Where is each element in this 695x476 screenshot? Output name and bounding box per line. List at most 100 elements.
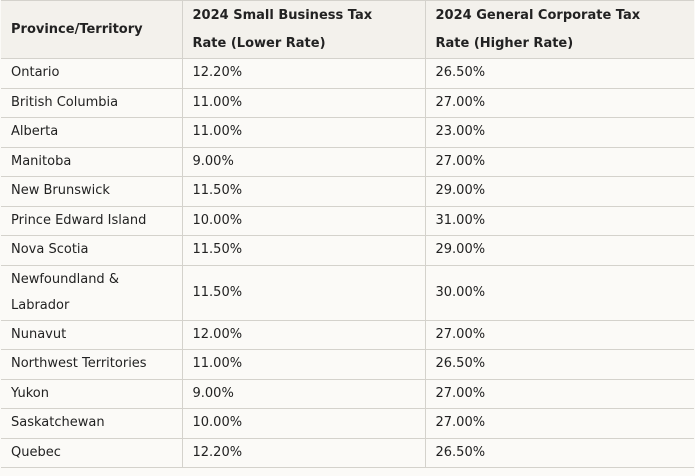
header-cell: Province/Territory [1,0,183,59]
cell-text: 10.00% [192,212,243,228]
cell-text: Newfoundland & Labrador [11,271,119,313]
table-cell: 12.20% [181,437,426,468]
table-row: Yukon 9.00% 27.00% [1,378,694,409]
table-cell: New Brunswick [1,176,183,207]
cell-text: Yukon [11,385,49,401]
table-cell: British Columbia [1,87,183,118]
table-cell: 12.00% [181,319,426,350]
cell-text: Prince Edward Island [11,212,147,228]
table-row: Northwest Territories 11.00% 26.50% [1,349,694,380]
cell-text: Alberta [11,124,59,140]
table-header: Province/Territory 2024 Small Business Ta… [1,0,694,59]
table-row: Saskatchewan 10.00% 27.00% [1,408,694,439]
table-row: Prince Edward Island 10.00% 31.00% [1,205,694,236]
cell-text: 26.50% [435,356,486,372]
cell-text: 26.50% [435,65,486,81]
table-row: Ontario 12.20% 26.50% [1,58,694,89]
cell-text: 27.00% [435,415,486,431]
cell-text: 11.50% [192,183,243,199]
cell-text: 27.00% [435,153,486,169]
table-cell: Northwest Territories [1,349,183,380]
cell-text: 30.00% [435,284,486,300]
cell-text: 12.20% [192,444,243,460]
cell-text: 9.00% [192,385,234,401]
cell-text: 12.20% [192,65,243,81]
cell-text: 9.00% [192,153,234,169]
table-cell: 9.00% [181,378,426,409]
cell-text: 11.00% [192,356,243,372]
table-cell: 27.00% [424,87,694,118]
cell-text: 2024 General Corporate Tax Rate (Higher … [435,7,641,51]
table-cell: 11.50% [181,176,426,207]
table-cell: 31.00% [424,205,694,236]
table-row: Nova Scotia 11.50% 29.00% [1,235,694,266]
table-cell: 23.00% [424,117,694,148]
cell-text: New Brunswick [11,183,110,199]
table-cell: 26.50% [424,58,694,89]
table-row: Quebec 12.20% 26.50% [1,437,694,468]
table-cell: 27.00% [424,378,694,409]
table-row: Alberta 11.00% 23.00% [1,117,694,148]
table-cell: 12.20% [181,58,426,89]
table-cell: 29.00% [424,235,694,266]
cell-text: 31.00% [435,212,486,228]
header-row: Province/Territory 2024 Small Business Ta… [1,0,694,59]
cell-text: Ontario [11,65,60,81]
cell-text: Saskatchewan [11,415,105,431]
cell-text: 29.00% [435,242,486,258]
table-cell: 11.00% [181,117,426,148]
cell-text: Nova Scotia [11,242,89,258]
table-row: Nunavut 12.00% 27.00% [1,319,694,350]
table-cell: Newfoundland & Labrador [1,264,183,321]
table-cell: 10.00% [181,408,426,439]
table-cell: 11.50% [181,235,426,266]
cell-text: Quebec [11,444,61,460]
table-cell: Saskatchewan [1,408,183,439]
cell-text: Nunavut [11,326,67,342]
table-cell: Yukon [1,378,183,409]
table-cell: 11.00% [181,349,426,380]
header-cell: 2024 General Corporate Tax Rate (Higher … [424,0,694,59]
cell-text: 2024 Small Business Tax Rate (Lower Rate… [192,7,373,51]
table-cell: Quebec [1,437,183,468]
table-cell: 26.50% [424,349,694,380]
cell-text: 27.00% [435,94,486,110]
table-cell: 10.00% [181,205,426,236]
cell-text: 10.00% [192,415,243,431]
table-row: Manitoba 9.00% 27.00% [1,146,694,177]
table-cell: 29.00% [424,176,694,207]
table-cell: 27.00% [424,408,694,439]
table-cell: 9.00% [181,146,426,177]
table-cell: 11.00% [181,87,426,118]
header-cell: 2024 Small Business Tax Rate (Lower Rate… [181,0,426,59]
cell-text: Northwest Territories [11,356,147,372]
cell-text: 11.00% [192,124,243,140]
cell-text: British Columbia [11,94,119,110]
table-cell: Alberta [1,117,183,148]
table-body: Ontario 12.20% 26.50% British Columbia 11.00… [1,58,694,468]
table-cell: 27.00% [424,319,694,350]
table-cell: 27.00% [424,146,694,177]
table-cell: Nunavut [1,319,183,350]
table-cell: Prince Edward Island [1,205,183,236]
cell-text: 23.00% [435,124,486,140]
table-row: Newfoundland & Labrador 11.50% 30.00% [1,264,694,321]
cell-text: 11.50% [192,284,243,300]
table-cell: 30.00% [424,264,694,321]
cell-text: 27.00% [435,385,486,401]
cell-text: 29.00% [435,183,486,199]
table-cell: 26.50% [424,437,694,468]
table-cell: Nova Scotia [1,235,183,266]
table-row: New Brunswick 11.50% 29.00% [1,176,694,207]
table-row: British Columbia 11.00% 27.00% [1,87,694,118]
table-cell: Ontario [1,58,183,89]
cell-text: 11.00% [192,94,243,110]
table-cell: 11.50% [181,264,426,321]
cell-text: 12.00% [192,326,243,342]
cell-text: 26.50% [435,444,486,460]
cell-text: Province/Territory [11,21,143,37]
table-cell: Manitoba [1,146,183,177]
cell-text: Manitoba [11,153,72,169]
